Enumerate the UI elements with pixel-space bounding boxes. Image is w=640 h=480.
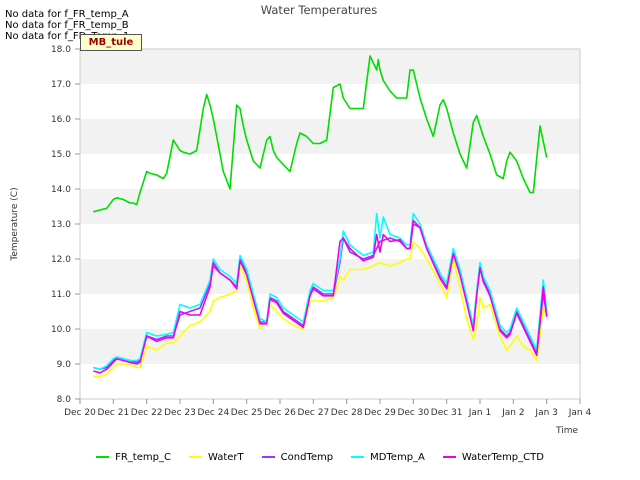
series-line-fr-temp-c — [93, 55, 548, 213]
y-tick-label: 12.0 — [51, 255, 71, 265]
legend-swatch — [442, 456, 456, 458]
x-tick-label: Dec 22 — [131, 408, 163, 418]
y-tick-label: 13.0 — [51, 220, 71, 230]
y-axis: 8.0 9.0 10.0 11.0 12.0 13.0 14.0 15.0 16.0 17.0 18… — [51, 45, 80, 405]
legend-label: MDTemp_A — [370, 452, 425, 463]
y-tick-label: 16.0 — [51, 115, 71, 125]
x-tick-label: Dec 28 — [331, 408, 363, 418]
legend-swatch — [261, 456, 275, 458]
x-tick-label: Dec 23 — [164, 408, 196, 418]
y-tick-label: 10.0 — [51, 325, 71, 335]
legend-label: CondTemp — [280, 452, 334, 463]
legend-item: CondTemp — [261, 452, 334, 463]
plot-bands — [80, 49, 580, 399]
x-tick-label: Dec 27 — [297, 408, 329, 418]
series-line-watert — [93, 240, 548, 378]
no-data-message-1: No data for f_FR_temp_A — [5, 9, 129, 20]
grid-band — [80, 154, 580, 189]
legend-label: WaterT — [207, 452, 244, 463]
x-tick-label: Dec 21 — [97, 408, 129, 418]
series-line-watertemp-ctd — [93, 219, 548, 374]
x-axis-label: Time — [555, 426, 578, 436]
x-tick-label: Dec 25 — [231, 408, 263, 418]
y-tick-label: 8.0 — [57, 395, 72, 405]
no-data-message-3: No data for f_FD_Temp_1 — [5, 31, 130, 42]
legend-label: WaterTemp_CTD — [461, 452, 544, 463]
x-tick-label: Jan 1 — [468, 408, 491, 418]
y-axis-label: Temperature (C) — [10, 187, 20, 261]
x-tick-label: Dec 20 — [64, 408, 96, 418]
grid-band — [80, 259, 580, 294]
grid-band — [80, 189, 580, 224]
legend-label: FR_temp_C — [115, 452, 171, 463]
no-data-message-2: No data for f_FR_temp_B — [5, 20, 129, 31]
y-tick-label: 18.0 — [51, 45, 71, 55]
y-tick-label: 11.0 — [51, 290, 71, 300]
x-tick-label: Dec 26 — [264, 408, 296, 418]
x-tick-label: Jan 4 — [568, 408, 592, 418]
legend-swatch — [351, 456, 365, 458]
grid-band — [80, 224, 580, 259]
y-tick-label: 15.0 — [51, 150, 71, 160]
legend-swatch — [188, 456, 202, 458]
legend-item: WaterTemp_CTD — [442, 452, 544, 463]
x-tick-label: Dec 31 — [431, 408, 463, 418]
legend-item: WaterT — [188, 452, 244, 463]
grid-band — [80, 119, 580, 154]
grid-band — [80, 364, 580, 399]
y-tick-label: 17.0 — [51, 80, 71, 90]
legend-item: MDTemp_A — [351, 452, 425, 463]
legend-item: FR_temp_C — [96, 452, 171, 463]
chart-title: Water Temperatures — [261, 3, 378, 17]
x-tick-label: Dec 24 — [197, 408, 229, 418]
site-badge: MB_tule — [80, 34, 142, 51]
x-tick-label: Jan 3 — [534, 408, 557, 418]
x-tick-label: Dec 30 — [397, 408, 429, 418]
series-lines — [93, 55, 548, 378]
x-axis: Dec 20 Dec 21 Dec 22 Dec 23 Dec 24 Dec 25 Dec … — [64, 399, 592, 418]
legend-swatch — [96, 456, 110, 458]
grid-band — [80, 49, 580, 84]
y-tick-label: 9.0 — [57, 360, 72, 370]
chart-legend: FR_temp_C WaterT CondTemp MDTemp_A WaterTemp… — [0, 452, 640, 463]
x-tick-label: Dec 29 — [364, 408, 396, 418]
x-tick-label: Jan 2 — [501, 408, 524, 418]
y-tick-label: 14.0 — [51, 185, 71, 195]
